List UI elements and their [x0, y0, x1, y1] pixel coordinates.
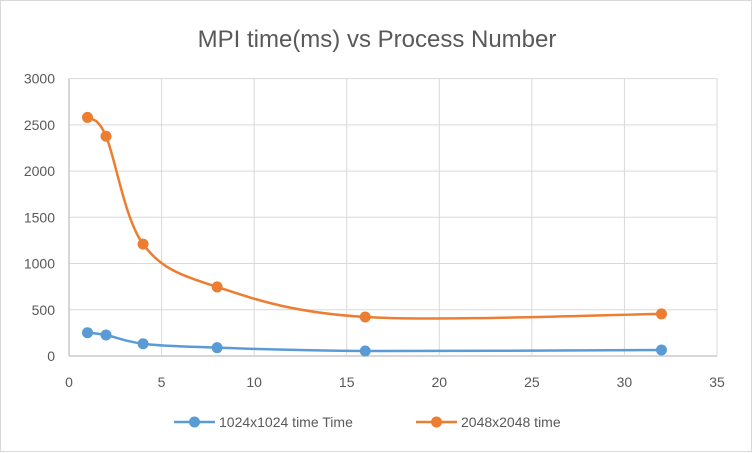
x-tick-label: 5 [158, 374, 166, 390]
series-lines [82, 111, 667, 357]
legend-label: 2048x2048 time [461, 414, 561, 430]
legend-marker [189, 416, 200, 428]
x-tick-label: 10 [246, 374, 262, 390]
y-tick-label: 1000 [24, 256, 55, 272]
x-tick-label: 30 [617, 374, 633, 390]
data-point [655, 308, 667, 320]
y-tick-label: 1500 [24, 209, 55, 225]
data-point [211, 342, 223, 354]
legend-marker [431, 416, 442, 428]
series-line [86, 116, 662, 320]
legend: 1024x1024 time Time 2048x2048 time [174, 414, 561, 430]
x-tick-label: 15 [339, 374, 355, 390]
y-tick-label: 2500 [24, 117, 55, 133]
y-tick-label: 2000 [24, 163, 55, 179]
data-point [137, 338, 149, 350]
series-line [87, 331, 662, 353]
y-tick-label: 3000 [24, 71, 55, 87]
y-tick-label: 500 [32, 302, 56, 318]
data-point [137, 238, 149, 250]
chart-title: MPI time(ms) vs Process Number [198, 26, 557, 53]
x-tick-label: 0 [65, 374, 73, 390]
x-tick-label: 20 [431, 374, 447, 390]
data-point [100, 130, 112, 142]
axis-ticks: 0 500 1000 1500 2000 2500 3000 0 5 10 15 20 25 30 35 [24, 71, 725, 390]
data-point [359, 311, 371, 323]
x-tick-label: 25 [524, 374, 540, 390]
y-tick-label: 0 [47, 348, 55, 364]
data-point [100, 329, 112, 341]
x-tick-label: 35 [709, 374, 725, 390]
data-point [211, 281, 223, 293]
data-point [82, 111, 94, 123]
data-point [359, 345, 371, 357]
data-point [655, 344, 667, 356]
data-point [82, 327, 94, 339]
gridlines [68, 78, 718, 357]
legend-label: 1024x1024 time Time [219, 414, 353, 430]
